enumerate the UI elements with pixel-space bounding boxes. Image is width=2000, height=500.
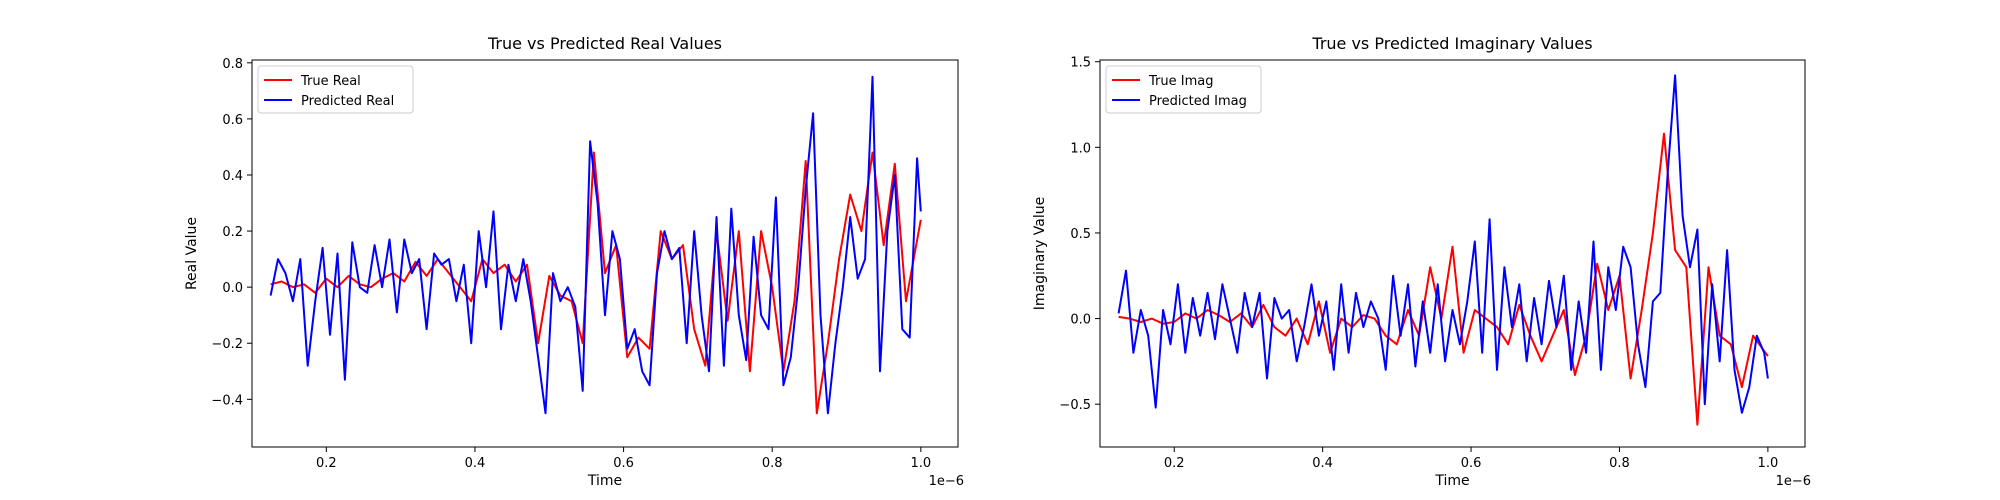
legend-label-true: True Imag	[1148, 74, 1213, 89]
legend-box	[257, 65, 414, 114]
series-line-predicted	[1117, 74, 1769, 414]
y-axis-label: Imaginary Value	[1032, 197, 1048, 311]
legend-label-true: True Real	[300, 74, 361, 89]
x-tick-label: 0.2	[316, 456, 337, 471]
plot-frame	[1099, 59, 1806, 448]
series-group	[1117, 74, 1769, 426]
y-tick-label: 1.0	[1070, 141, 1091, 156]
y-tick-label: 1.5	[1070, 56, 1091, 71]
y-tick-label: 0.5	[1070, 227, 1091, 242]
series-line-true	[1118, 132, 1769, 426]
legend: True Real Predicted Real	[257, 65, 414, 114]
y-tick-label: 0.2	[222, 225, 243, 240]
x-offset-label: 1e−6	[929, 474, 964, 489]
series-line-predicted	[269, 75, 922, 415]
x-axis-label: Time	[587, 473, 622, 489]
chart-imaginary-values: True vs Predicted Imaginary Values Time …	[1032, 34, 1811, 489]
x-tick-label: 1.0	[1758, 456, 1779, 471]
y-tick-label: 0.6	[222, 113, 243, 128]
series-line-true	[270, 151, 922, 415]
x-axis-label: Time	[1434, 473, 1469, 489]
x-tick-label: 1.0	[910, 456, 931, 471]
ticks-group: 0.2 0.4 0.6 0.8 1.0 −0.5 0.0 0.5 1.0 1.5	[1059, 56, 1778, 471]
ticks-group: 0.2 0.4 0.6 0.8 1.0 −0.4 −0.2 0.0 0.2 0.4 0.6 0.8	[211, 57, 931, 471]
x-tick-label: 0.8	[762, 456, 783, 471]
series-group	[269, 75, 922, 415]
y-tick-label: 0.4	[222, 169, 243, 184]
x-tick-label: 0.4	[465, 456, 486, 471]
chart-title: True vs Predicted Real Values	[487, 34, 722, 53]
y-tick-label: 0.8	[222, 57, 243, 72]
y-tick-label: 0.0	[1070, 313, 1091, 328]
y-tick-label: −0.5	[1059, 398, 1091, 413]
plot-frame	[251, 59, 959, 448]
chart-title: True vs Predicted Imaginary Values	[1311, 34, 1592, 53]
x-tick-label: 0.8	[1609, 456, 1630, 471]
chart-real-values: True vs Predicted Real Values Time Real …	[184, 34, 964, 489]
x-tick-label: 0.2	[1164, 456, 1185, 471]
legend-label-predicted: Predicted Real	[301, 94, 394, 109]
x-tick-label: 0.6	[613, 456, 634, 471]
legend: True Imag Predicted Imag	[1105, 65, 1262, 114]
legend-label-predicted: Predicted Imag	[1149, 94, 1247, 109]
x-tick-label: 0.4	[1312, 456, 1333, 471]
y-tick-label: −0.4	[211, 393, 243, 408]
x-tick-label: 0.6	[1461, 456, 1482, 471]
y-tick-label: −0.2	[211, 337, 243, 352]
y-tick-label: 0.0	[222, 281, 243, 296]
x-offset-label: 1e−6	[1776, 474, 1811, 489]
y-axis-label: Real Value	[184, 217, 200, 290]
legend-box	[1105, 65, 1262, 114]
